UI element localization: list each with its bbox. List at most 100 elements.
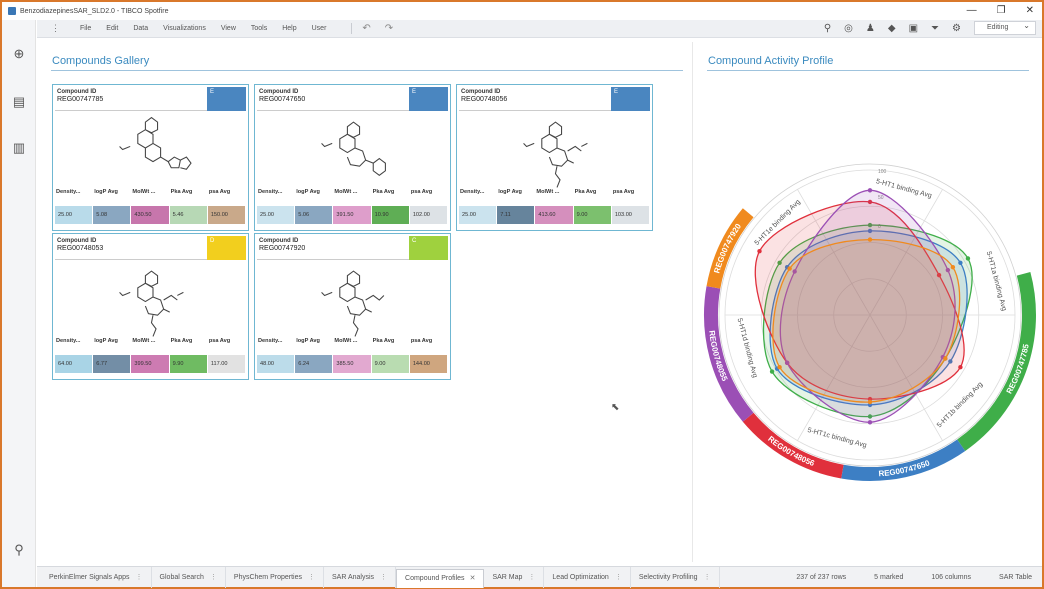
radar-series-point [777,365,782,370]
close-button[interactable]: ✕ [1025,5,1034,16]
marked-count: 5 marked [874,574,904,581]
radar-axis [869,189,943,316]
card-column-header: logP Avg [94,338,118,344]
compound-id-label: Compound ID [461,89,501,95]
page-tab[interactable]: SAR Analysis ⋮ [324,566,397,588]
series-arc-band [704,286,754,422]
page-tab-label: Lead Optimization [552,573,609,581]
gear-icon[interactable]: ⚙ [952,22,961,34]
radar-axis [869,314,943,441]
tab-menu-icon[interactable]: ⋮ [703,573,711,581]
radar-axis [797,314,871,441]
page-tab[interactable]: Compound Profiles ✕ [396,568,485,588]
card-value-cell: 5.46 [169,206,207,224]
tab-menu-icon[interactable]: ⋮ [135,573,143,581]
compound-card[interactable]: Compound ID REG00747650 E Density... logP… [254,84,451,231]
add-icon[interactable]: ⊕ [13,46,25,61]
collaboration-icon[interactable]: ◆ [887,22,896,34]
data-table-icon[interactable]: ▤ [12,94,26,109]
menu-grip-icon[interactable]: ⋮ [51,23,60,33]
radar-series-point [867,199,873,205]
card-value-cell: 144.00 [409,355,448,373]
menu-bar: ⋮ File Edit Data Visualizations View Too… [37,20,1042,38]
card-header: Compound ID REG00748053 [55,236,208,260]
card-value-cell: 5.06 [295,206,333,224]
tab-menu-icon[interactable]: ⋮ [209,573,217,581]
card-header: Compound ID REG00747650 [257,87,410,111]
people-icon[interactable]: ♟ [865,22,875,34]
tab-menu-icon[interactable]: ⋮ [614,573,622,581]
card-value-cell: 10.90 [371,206,409,224]
menu-file[interactable]: File [80,25,92,32]
compound-id-value: REG00748053 [57,245,104,252]
compound-id-label: Compound ID [57,238,97,244]
menu-visualizations[interactable]: Visualizations [163,25,206,32]
series-arc-band [706,208,754,289]
undo-icon[interactable]: ↶ [362,23,371,34]
page-tab-label: PerkinElmer Signals Apps [49,573,130,581]
menu-view[interactable]: View [220,25,236,32]
filter-icon[interactable]: ⏷ [931,22,940,34]
radar-series-point [757,249,762,254]
card-value-row: 48.00 6.24 385.50 9.00 144.00 [257,355,448,373]
mode-select[interactable]: Editing [974,20,1036,35]
compound-card[interactable]: Compound ID REG00747920 C Density... logP… [254,233,451,380]
status-bar: PerkinElmer Signals Apps ⋮ Global Search ⋮ P… [37,566,1042,588]
menu-help[interactable]: Help [282,25,297,32]
menu-edit[interactable]: Edit [106,25,119,32]
minimize-button[interactable]: — [966,5,977,16]
card-value-cell: 117.00 [207,355,246,373]
page-tab[interactable]: PhysChem Properties ⋮ [226,566,324,588]
table-name[interactable]: SAR Table [999,574,1032,581]
page-tab-label: Selectivity Profiling [638,573,698,581]
tab-menu-icon[interactable]: ⋮ [528,573,536,581]
page-tab[interactable]: Global Search ⋮ [152,566,226,588]
card-value-cell: 430.50 [131,206,169,224]
card-value-row: 25.00 5.08 430.50 5.46 150.00 [55,206,246,224]
card-column-header: psa Avg [410,338,433,344]
close-tab-icon[interactable]: ✕ [469,574,476,582]
radar-series-point [769,369,775,374]
radar-axis [797,189,871,316]
card-header: Compound ID REG00748056 [459,87,612,111]
compound-id-value: REG00747920 [259,245,306,252]
page-tab[interactable]: SAR Map ⋮ [484,566,545,588]
series-arc-band [742,412,844,479]
row-count: 237 of 237 rows [796,574,847,581]
page-tab[interactable]: Selectivity Profiling ⋮ [631,566,720,588]
radar-series-point [945,267,951,273]
recommendations-icon[interactable]: ◎ [844,22,853,34]
profile-title: Compound Activity Profile [708,55,834,67]
card-value-cell: 64.00 [55,355,93,373]
radar-axis-label: 5-HT1d binding Avg [736,317,759,378]
card-column-headers: Density... logP Avg MolWt ... Pka Avg psa Av… [55,189,246,195]
compound-card[interactable]: Compound ID REG00748056 E Density... logP… [456,84,653,231]
tab-menu-icon[interactable]: ⋮ [308,573,315,581]
card-column-headers: Density... logP Avg MolWt ... Pka Avg psa Av… [257,338,448,344]
card-value-cell: 25.00 [257,206,295,224]
radar-series-point [867,237,873,242]
card-column-header: Pka Avg [574,189,597,195]
window-title: BenzodiazepinesSAR_SLD2.0 - TIBCO Spotfi… [20,7,169,15]
status-info: 237 of 237 rows 5 marked 106 columns SAR… [796,567,1032,588]
search-icon[interactable]: ⚲ [823,22,832,34]
menu-user[interactable]: User [311,25,327,32]
compound-card[interactable]: Compound ID REG00748053 D Density... logP… [52,233,249,380]
card-column-header: Density... [258,189,283,195]
compound-card[interactable]: Compound ID REG00747785 E Density... logP… [52,84,249,231]
panel-divider [692,42,693,562]
window-controls: — ❐ ✕ [967,2,1034,20]
molecule-structure [119,116,192,170]
card-value-cell: 25.00 [459,206,497,224]
page-tab[interactable]: Lead Optimization ⋮ [544,566,631,588]
page-tab[interactable]: PerkinElmer Signals Apps ⋮ [41,566,152,588]
maximize-button[interactable]: ❐ [996,5,1006,16]
bookmark-icon[interactable]: ▣ [908,22,919,34]
visualization-icon[interactable]: ▥ [12,140,26,155]
menu-tools[interactable]: Tools [250,25,268,32]
redo-icon[interactable]: ↷ [384,23,394,34]
card-column-header: MolWt ... [334,189,358,195]
tab-menu-icon[interactable]: ⋮ [380,573,388,581]
network-icon[interactable]: ⚲ [14,542,24,557]
menu-data[interactable]: Data [133,25,149,32]
